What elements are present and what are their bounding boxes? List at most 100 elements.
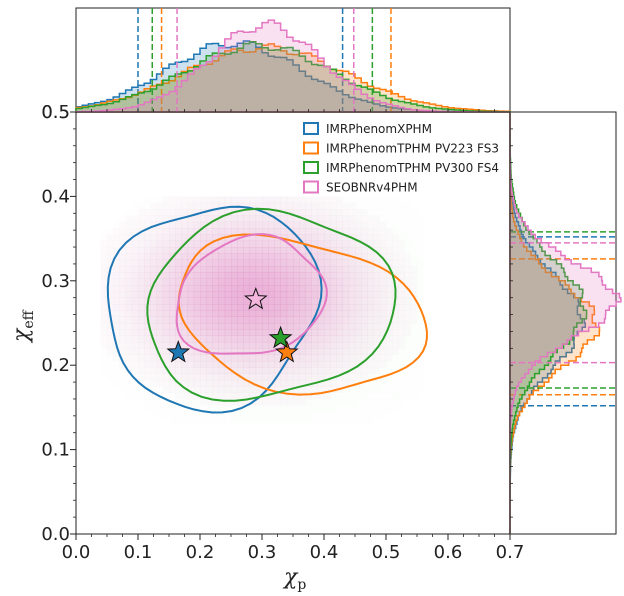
heatmap-cell: [392, 247, 399, 254]
heatmap-cell: [212, 386, 219, 393]
heatmap-cell: [187, 373, 195, 381]
heatmap-cell-green: [293, 316, 300, 324]
heatmap-cell: [224, 373, 232, 381]
heatmap-cell: [138, 354, 145, 362]
heatmap-cell: [268, 316, 275, 324]
heatmap-cell: [379, 253, 387, 260]
heatmap-cell-green: [206, 304, 213, 311]
heatmap-cell: [119, 278, 126, 286]
heatmap-cell: [262, 234, 269, 242]
heatmap-cell: [193, 310, 201, 317]
heatmap-cell: [243, 240, 250, 248]
heatmap-cell: [138, 221, 145, 229]
heatmap-cell-green: [193, 291, 201, 298]
heatmap-cell: [237, 221, 244, 229]
heatmap-cell: [280, 316, 288, 324]
heatmap-cell: [224, 348, 232, 355]
heatmap-cell: [355, 234, 362, 242]
heatmap-cell: [330, 304, 337, 311]
heatmap-cell: [181, 335, 188, 343]
heatmap-cell: [361, 247, 368, 254]
heatmap-cell: [262, 253, 269, 260]
heatmap-cell: [305, 196, 312, 204]
heatmap-cell: [162, 367, 170, 374]
heatmap-cell: [150, 240, 157, 248]
heatmap-cell: [361, 266, 368, 273]
heatmap-cell: [361, 310, 368, 317]
heatmap-cell: [249, 221, 257, 229]
heatmap-cell: [348, 316, 356, 324]
heatmap-cell: [355, 360, 362, 368]
heatmap-cell-green: [286, 247, 294, 254]
star-imrphenomtphm-pv223-fs3: [274, 340, 299, 363]
heatmap-cell: [138, 329, 145, 336]
heatmap-cell: [162, 278, 170, 286]
heatmap-cell: [144, 348, 151, 355]
heatmap-cell: [175, 221, 182, 229]
right-hist-seobnrv4phm: [509, 112, 622, 534]
heatmap-cell: [404, 291, 412, 298]
heatmap-cell-green: [206, 297, 213, 305]
heatmap-cell: [379, 304, 387, 311]
heatmap-cell: [317, 386, 325, 393]
heatmap-cell-green: [231, 316, 238, 324]
heatmap-cell: [311, 215, 319, 223]
heatmap-cell: [380, 355, 387, 362]
heatmap-cell: [373, 291, 381, 298]
heatmap-cell: [237, 348, 244, 355]
heatmap-cell: [175, 209, 182, 216]
heatmap-cell: [348, 285, 356, 292]
heatmap-cell: [255, 253, 263, 260]
heatmap-cell: [237, 392, 244, 400]
heatmap-cell: [144, 228, 151, 235]
heatmap-cell: [187, 253, 195, 260]
heatmap-cell-green: [280, 329, 288, 336]
heatmap-cell: [317, 316, 325, 324]
heatmap-cell-green: [286, 278, 294, 286]
heatmap-cell: [243, 272, 250, 279]
heatmap-cell: [224, 360, 232, 368]
heatmap-cell-green: [405, 234, 412, 241]
heatmap-cell: [218, 323, 226, 330]
heatmap-cell: [157, 380, 164, 387]
heatmap-cell-green: [107, 228, 114, 235]
heatmap-cell: [125, 253, 133, 260]
heatmap-cell: [355, 253, 362, 260]
heatmap-cell: [361, 209, 368, 216]
heatmap-cell: [373, 329, 381, 336]
heatmap-cell: [255, 329, 263, 336]
heatmap-cell-green: [262, 266, 269, 273]
heatmap-cell: [330, 329, 337, 336]
star-seobnrv4phm: [243, 286, 268, 310]
heatmap-cell-green: [286, 304, 294, 311]
heatmap-cell-green: [206, 285, 213, 292]
heatmap-cell: [305, 360, 312, 368]
heatmap-cell: [125, 304, 133, 311]
heatmap-cell: [150, 310, 157, 317]
heatmap-cell-green: [243, 253, 250, 260]
heatmap-cell: [249, 259, 257, 267]
heatmap-cell: [100, 285, 108, 292]
heatmap-cell: [268, 221, 275, 229]
heatmap-cell: [336, 196, 343, 203]
heatmap-cell-green: [330, 272, 337, 279]
heatmap-cell-green: [305, 304, 312, 311]
heatmap-cell: [336, 354, 343, 362]
heatmap-cell: [348, 329, 356, 336]
heatmap-cell: [305, 285, 312, 292]
heatmap-cell: [367, 291, 374, 298]
heatmap-cell-green: [255, 323, 263, 330]
heatmap-cell-green: [324, 399, 331, 406]
heatmap-cell: [107, 259, 114, 267]
heatmap-cell: [187, 202, 195, 210]
heatmap-cell: [138, 335, 145, 343]
heatmap-cell: [305, 228, 312, 235]
heatmap-cell: [348, 354, 356, 362]
heatmap-cell: [175, 228, 182, 235]
heatmap-cell-green: [343, 399, 350, 406]
heatmap-cell: [379, 329, 387, 336]
heatmap-cell-green: [206, 272, 213, 279]
heatmap-cell: [311, 367, 319, 374]
heatmap-cell: [361, 234, 368, 242]
heatmap-cell: [299, 329, 306, 336]
